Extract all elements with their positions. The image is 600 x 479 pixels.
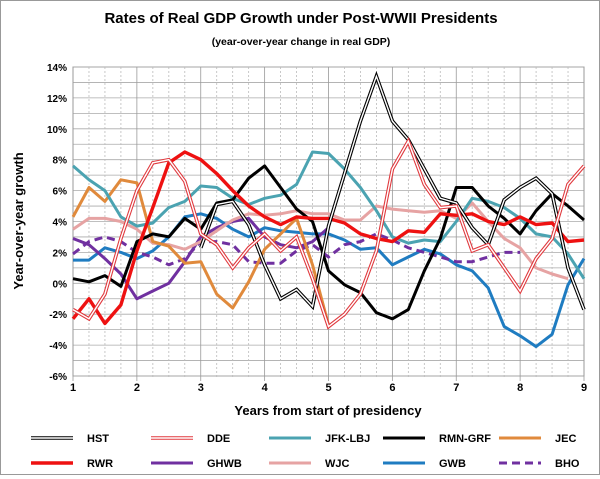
x-axis-label: Years from start of presidency [234,403,422,418]
x-tick-label: 2 [134,382,140,394]
x-tick-label: 4 [262,382,269,394]
y-axis-ticks: -6% -4% -2% 0% 2% 4% 6% 8% 10% 12% 14% [47,63,67,383]
legend-item-rwr: RWR [31,458,113,470]
x-axis-ticks: 1 2 3 4 5 6 7 8 9 [70,382,587,394]
y-tick-label: 14% [47,63,67,74]
series-line-jfk-lbj [72,150,586,280]
series-line-bho [72,232,521,267]
legend-item-jfk-lbj: JFK-LBJ [269,433,370,445]
legend-label: RWR [87,458,113,470]
series-line-hst-inner [200,74,585,310]
legend-label: GHWB [207,458,242,470]
legend-item-dde: DDE [151,433,230,445]
legend-item-rmn-grf: RMN-GRF [383,433,491,445]
x-tick-label: 9 [581,382,587,394]
legend-label: DDE [207,433,230,445]
chart-title: Rates of Real GDP Growth under Post-WWII… [104,10,497,27]
legend-item-gwb: GWB [383,458,466,470]
legend-item-wjc: WJC [269,458,350,470]
x-tick-label: 1 [70,382,76,394]
y-tick-label: -2% [49,310,67,321]
x-tick-label: 7 [453,382,459,394]
series-jfk-lbj [72,150,586,280]
x-tick-label: 6 [389,382,395,394]
series-line-dde-inner [72,139,585,328]
legend-item-ghwb: GHWB [151,458,242,470]
chart-subtitle: (year-over-year change in real GDP) [212,36,391,48]
legend-label: JFK-LBJ [325,433,370,445]
legend-item-jec: JEC [499,433,576,445]
series-dde [72,136,586,330]
y-tick-label: -6% [49,372,67,383]
y-tick-label: 10% [47,125,67,136]
y-tick-label: 0% [53,279,68,290]
legend: HST DDE JFK-LBJ RMN-GRF JEC RWR GHWB WJC GWB BHO [31,433,580,470]
y-tick-label: 4% [53,218,68,229]
series-hst [199,70,586,311]
y-tick-label: -4% [49,341,67,352]
y-tick-label: 2% [53,248,68,259]
y-tick-label: 6% [53,187,68,198]
legend-item-hst: HST [31,433,109,445]
series-line-rwr [71,150,585,326]
legend-label: WJC [325,458,350,470]
legend-label: JEC [555,433,576,445]
series-bho [72,232,521,267]
series-rwr [71,150,585,326]
series-line-jec [71,178,330,326]
y-axis-label: Year-over-year growth [11,152,26,289]
legend-label: BHO [555,458,580,470]
series-jec [71,178,330,326]
legend-item-bho: BHO [499,458,580,470]
y-tick-label: 12% [47,94,67,105]
x-tick-label: 3 [198,382,204,394]
series-lines [71,70,586,349]
legend-label: RMN-GRF [439,433,491,445]
y-tick-label: 8% [53,156,68,167]
legend-label: HST [87,433,109,445]
x-tick-label: 5 [325,382,331,394]
x-tick-label: 8 [517,382,523,394]
legend-label: GWB [439,458,466,470]
